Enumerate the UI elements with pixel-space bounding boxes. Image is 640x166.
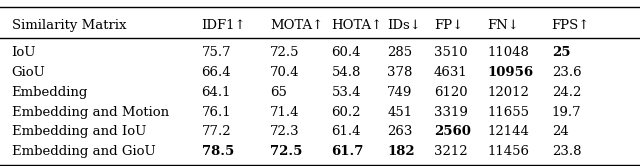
Text: IDF1↑: IDF1↑ bbox=[202, 19, 246, 32]
Text: Similarity Matrix: Similarity Matrix bbox=[12, 19, 126, 32]
Text: 10956: 10956 bbox=[488, 66, 534, 79]
Text: 285: 285 bbox=[387, 46, 412, 59]
Text: 4631: 4631 bbox=[434, 66, 468, 79]
Text: IoU: IoU bbox=[12, 46, 36, 59]
Text: 75.7: 75.7 bbox=[202, 46, 231, 59]
Text: 76.1: 76.1 bbox=[202, 106, 231, 119]
Text: 64.1: 64.1 bbox=[202, 86, 231, 99]
Text: Embedding and IoU: Embedding and IoU bbox=[12, 125, 146, 138]
Text: 70.4: 70.4 bbox=[270, 66, 300, 79]
Text: 23.6: 23.6 bbox=[552, 66, 581, 79]
Text: 61.4: 61.4 bbox=[332, 125, 361, 138]
Text: FP↓: FP↓ bbox=[434, 19, 463, 32]
Text: 65: 65 bbox=[270, 86, 287, 99]
Text: 451: 451 bbox=[387, 106, 412, 119]
Text: 60.4: 60.4 bbox=[332, 46, 361, 59]
Text: Embedding and Motion: Embedding and Motion bbox=[12, 106, 169, 119]
Text: IDs↓: IDs↓ bbox=[387, 19, 421, 32]
Text: 19.7: 19.7 bbox=[552, 106, 581, 119]
Text: 3510: 3510 bbox=[434, 46, 468, 59]
Text: FPS↑: FPS↑ bbox=[552, 19, 590, 32]
Text: 54.8: 54.8 bbox=[332, 66, 361, 79]
Text: 12012: 12012 bbox=[488, 86, 529, 99]
Text: 3212: 3212 bbox=[434, 145, 468, 158]
Text: 72.5: 72.5 bbox=[270, 145, 303, 158]
Text: 11655: 11655 bbox=[488, 106, 530, 119]
Text: Embedding: Embedding bbox=[12, 86, 88, 99]
Text: 60.2: 60.2 bbox=[332, 106, 361, 119]
Text: 2560: 2560 bbox=[434, 125, 471, 138]
Text: 12144: 12144 bbox=[488, 125, 529, 138]
Text: 24: 24 bbox=[552, 125, 568, 138]
Text: 53.4: 53.4 bbox=[332, 86, 361, 99]
Text: FN↓: FN↓ bbox=[488, 19, 520, 32]
Text: 77.2: 77.2 bbox=[202, 125, 231, 138]
Text: 72.3: 72.3 bbox=[270, 125, 300, 138]
Text: 3319: 3319 bbox=[434, 106, 468, 119]
Text: 23.8: 23.8 bbox=[552, 145, 581, 158]
Text: 61.7: 61.7 bbox=[332, 145, 364, 158]
Text: 66.4: 66.4 bbox=[202, 66, 231, 79]
Text: HOTA↑: HOTA↑ bbox=[332, 19, 383, 32]
Text: 749: 749 bbox=[387, 86, 413, 99]
Text: 72.5: 72.5 bbox=[270, 46, 300, 59]
Text: 6120: 6120 bbox=[434, 86, 468, 99]
Text: 24.2: 24.2 bbox=[552, 86, 581, 99]
Text: 11456: 11456 bbox=[488, 145, 530, 158]
Text: 25: 25 bbox=[552, 46, 570, 59]
Text: 78.5: 78.5 bbox=[202, 145, 234, 158]
Text: 71.4: 71.4 bbox=[270, 106, 300, 119]
Text: 11048: 11048 bbox=[488, 46, 529, 59]
Text: 378: 378 bbox=[387, 66, 413, 79]
Text: 263: 263 bbox=[387, 125, 413, 138]
Text: MOTA↑: MOTA↑ bbox=[270, 19, 323, 32]
Text: GioU: GioU bbox=[12, 66, 45, 79]
Text: 182: 182 bbox=[387, 145, 415, 158]
Text: Embedding and GioU: Embedding and GioU bbox=[12, 145, 156, 158]
